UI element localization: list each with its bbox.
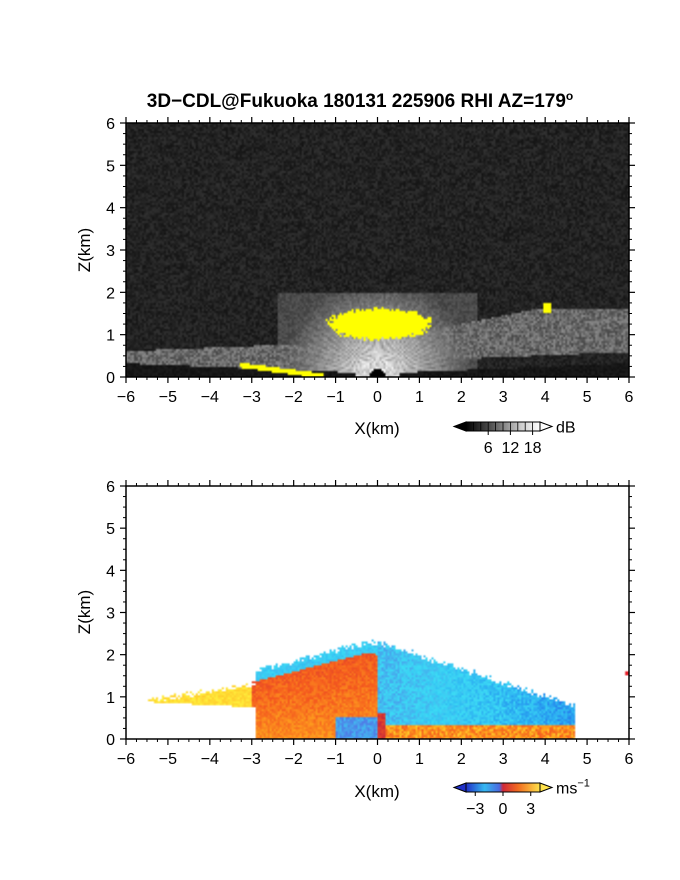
colorbar-tick-label: 3 <box>526 801 535 818</box>
colorbar-high-arrow <box>539 421 554 432</box>
x-tick-label: −1 <box>326 751 344 768</box>
x-tick-label: 5 <box>583 389 592 406</box>
velocity-axes: −6 −5 −4 −3 −2 −1 0 1 2 3 4 5 6 0 1 2 3 4 5 6 <box>106 479 635 768</box>
y-tick-label: 4 <box>106 563 115 580</box>
x-tick-label: 6 <box>625 389 634 406</box>
intensity-axes: −6 −5 −4 −3 −2 −1 0 1 2 3 4 5 6 0 1 2 3 4 5 6 <box>106 116 635 406</box>
y-tick-label: 0 <box>106 732 115 749</box>
x-tick-label: 0 <box>373 751 382 768</box>
x-tick-label: −3 <box>243 389 261 406</box>
x-tick-label: 0 <box>373 389 382 406</box>
y-tick-label: 2 <box>106 285 115 302</box>
velocity-x-axis-label: X(km) <box>354 782 399 801</box>
x-tick-label: 1 <box>415 389 424 406</box>
velocity-colorbar: −3 0 3 ms−1 <box>452 778 590 818</box>
x-tick-label: 1 <box>415 751 424 768</box>
figure-title: 3D−CDL@Fukuoka 180131 225906 RHI AZ=179o <box>147 89 574 112</box>
x-tick-label: 3 <box>499 751 508 768</box>
colorbar-low-arrow <box>452 421 467 432</box>
intensity-heatmap <box>126 123 629 377</box>
colorbar-high-arrow <box>539 782 554 793</box>
y-tick-label: 3 <box>106 606 115 623</box>
x-tick-label: 5 <box>583 751 592 768</box>
intensity-x-axis-label: X(km) <box>354 419 399 438</box>
y-tick-label: 1 <box>106 328 115 345</box>
y-tick-label: 3 <box>106 243 115 260</box>
colorbar-tick-label: 0 <box>499 801 508 818</box>
velocity-y-axis-label: Z(km) <box>75 590 94 634</box>
x-tick-label: 3 <box>499 389 508 406</box>
x-tick-label: 4 <box>541 751 550 768</box>
colorbar-unit: dB <box>556 420 576 437</box>
y-tick-label: 4 <box>106 201 115 218</box>
y-tick-label: 0 <box>106 370 115 387</box>
x-tick-label: −5 <box>159 751 177 768</box>
x-tick-label: 2 <box>457 751 466 768</box>
y-tick-label: 1 <box>106 690 115 707</box>
x-tick-label: 4 <box>541 389 550 406</box>
velocity-heatmap <box>126 486 629 739</box>
x-tick-label: −2 <box>285 751 303 768</box>
y-tick-label: 5 <box>106 158 115 175</box>
intensity-colorbar: 6 12 18 dB <box>452 420 576 457</box>
x-tick-label: −6 <box>117 389 135 406</box>
intensity-y-axis-label: Z(km) <box>75 228 94 272</box>
x-tick-label: 2 <box>457 389 466 406</box>
x-tick-label: −4 <box>201 389 219 406</box>
colorbar-low-arrow <box>452 782 467 793</box>
colorbar-gradient <box>465 782 541 793</box>
x-tick-label: −4 <box>201 751 219 768</box>
y-tick-label: 6 <box>106 479 115 496</box>
x-tick-label: −2 <box>285 389 303 406</box>
x-tick-label: 6 <box>625 751 634 768</box>
y-tick-label: 6 <box>106 116 115 133</box>
colorbar-unit: ms−1 <box>556 778 590 798</box>
colorbar-tick-label: −3 <box>466 801 484 818</box>
y-tick-label: 5 <box>106 521 115 538</box>
colorbar-tick-label: 6 <box>484 440 493 457</box>
x-tick-label: −5 <box>159 389 177 406</box>
colorbar-tick-label: 18 <box>524 440 542 457</box>
x-tick-label: −6 <box>117 751 135 768</box>
velocity-panel: −6 −5 −4 −3 −2 −1 0 1 2 3 4 5 6 0 1 2 3 4 5 6 X(km) Z(km) −… <box>75 479 635 818</box>
x-tick-label: −3 <box>243 751 261 768</box>
x-tick-label: −1 <box>326 389 344 406</box>
colorbar-tick-label: 12 <box>502 440 520 457</box>
y-tick-label: 2 <box>106 648 115 665</box>
